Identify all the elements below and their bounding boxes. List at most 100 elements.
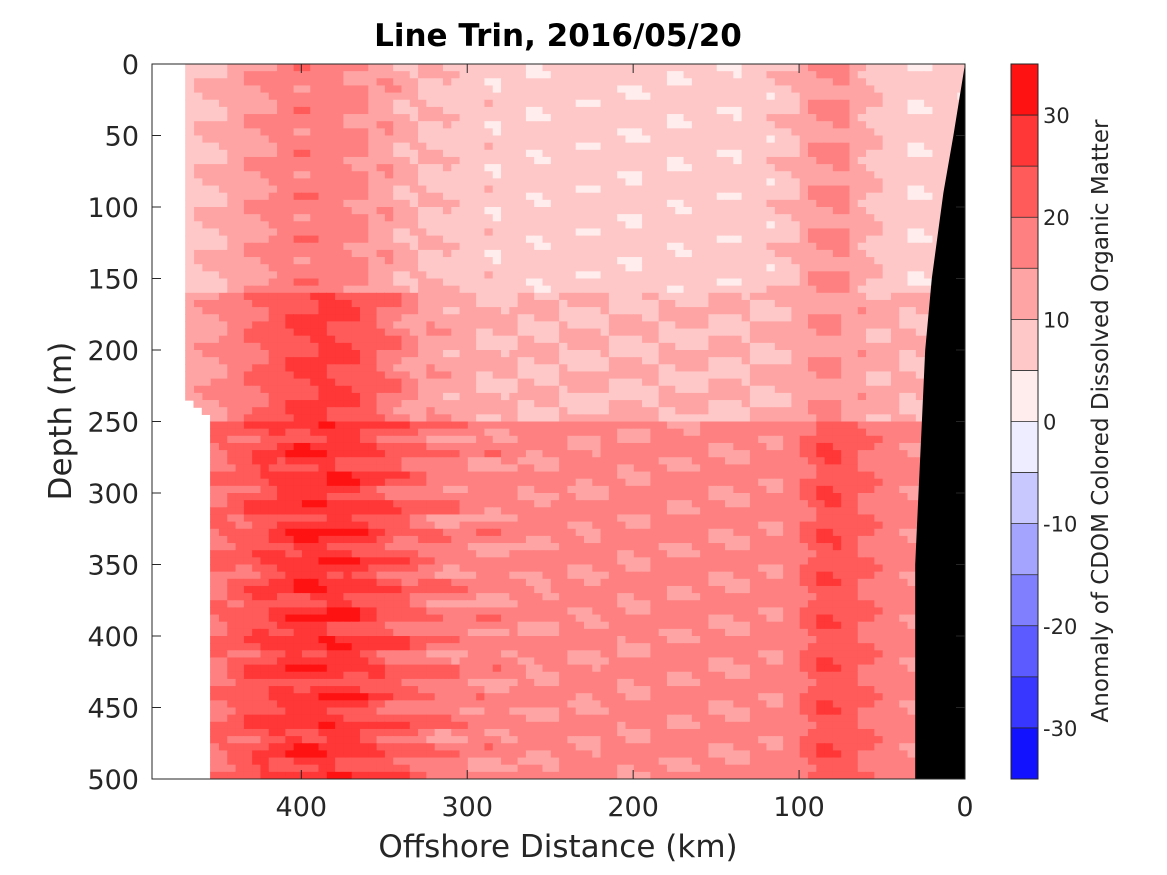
heatmap-cell [492,214,502,222]
heatmap-cell [732,314,742,322]
heatmap-cell [400,292,410,301]
heatmap-cell [608,307,618,315]
heatmap-cell [757,264,767,272]
heatmap-cell [450,285,460,294]
heatmap-cell [210,335,219,344]
heatmap-cell [508,221,518,230]
heatmap-cell [467,292,477,301]
heatmap-cell [857,428,867,437]
heatmap-cell [284,271,294,280]
heatmap-cell [699,135,709,144]
heatmap-cell [334,414,344,423]
heatmap-cell [483,185,493,194]
heatmap-cell [475,400,485,408]
heatmap-cell [774,299,784,308]
heatmap-cell [218,164,228,172]
heatmap-cell [790,128,800,137]
heatmap-cell [790,156,800,165]
heatmap-cell [226,85,236,94]
heatmap-cell [525,92,535,101]
heatmap-cell [400,400,410,408]
heatmap-cell [865,142,875,151]
heatmap-cell [492,92,502,101]
heatmap-cell [707,142,717,151]
heatmap-cell [782,135,792,144]
heatmap-cell [666,350,676,358]
heatmap-cell [658,371,667,380]
heatmap-cell [492,307,502,315]
heatmap-cell [218,371,228,380]
heatmap-cell [782,207,792,215]
heatmap-cell [450,156,460,165]
heatmap-cell [392,335,402,344]
heatmap-cell [890,64,900,72]
heatmap-cell [583,207,593,215]
heatmap-cell [815,364,825,373]
heatmap-cell [301,171,311,179]
heatmap-cell [915,178,925,187]
heatmap-cell [425,149,435,158]
heatmap-cell [309,385,319,394]
heatmap-cell [293,178,302,187]
heatmap-cell [492,71,502,79]
heatmap-cell [815,264,825,272]
heatmap-cell [815,335,825,344]
heatmap-cell [815,442,825,451]
heatmap-cell [575,242,584,251]
heatmap-cell [334,64,344,72]
heatmap-cell [301,106,311,115]
heatmap-cell [276,192,286,201]
heatmap-cell [649,335,659,344]
heatmap-cell [790,314,800,322]
heatmap-cell [666,78,676,87]
heatmap-cell [541,92,551,101]
heatmap-cell [915,321,925,330]
heatmap-cell [458,64,468,72]
heatmap-cell [641,285,651,294]
heatmap-cell [409,328,419,337]
heatmap-cell [301,128,311,137]
heatmap-cell [633,400,643,408]
heatmap-cell [467,342,477,351]
heatmap-cell [649,106,659,115]
heatmap-cell [475,314,485,322]
heatmap-cell [326,121,336,129]
heatmap-cell [450,278,460,287]
heatmap-cell [575,249,584,258]
heatmap-cell [815,178,825,187]
heatmap-cell [185,114,195,122]
heatmap-cell [259,128,269,137]
heatmap-cell [375,171,385,179]
heatmap-cell [508,99,518,108]
heatmap-cell [890,135,900,144]
heatmap-cell [823,156,833,165]
heatmap-cell [948,121,958,129]
heatmap-cell [757,257,767,265]
heatmap-cell [475,64,485,72]
heatmap-cell [400,164,410,172]
heatmap-cell [741,192,750,201]
heatmap-cell [317,407,327,415]
heatmap-cell [873,421,883,430]
heatmap-cell [259,121,269,129]
heatmap-cell [906,214,916,222]
heatmap-cell [923,85,933,94]
heatmap-cell [848,414,858,423]
heatmap-cell [492,285,502,294]
heatmap-cell [400,114,410,122]
heatmap-cell [342,114,352,122]
heatmap-cell [541,199,551,208]
heatmap-cell [517,199,526,208]
heatmap-cell [624,214,634,222]
heatmap-cell [649,407,659,415]
heatmap-cell [400,392,410,401]
heatmap-cell [591,171,601,179]
heatmap-cell [774,235,784,244]
heatmap-cell [782,71,792,79]
heatmap-cell [442,156,452,165]
heatmap-cell [591,400,601,408]
heatmap-cell [193,228,203,237]
heatmap-cell [649,78,659,87]
heatmap-cell [425,321,435,330]
heatmap-cell [276,271,286,280]
